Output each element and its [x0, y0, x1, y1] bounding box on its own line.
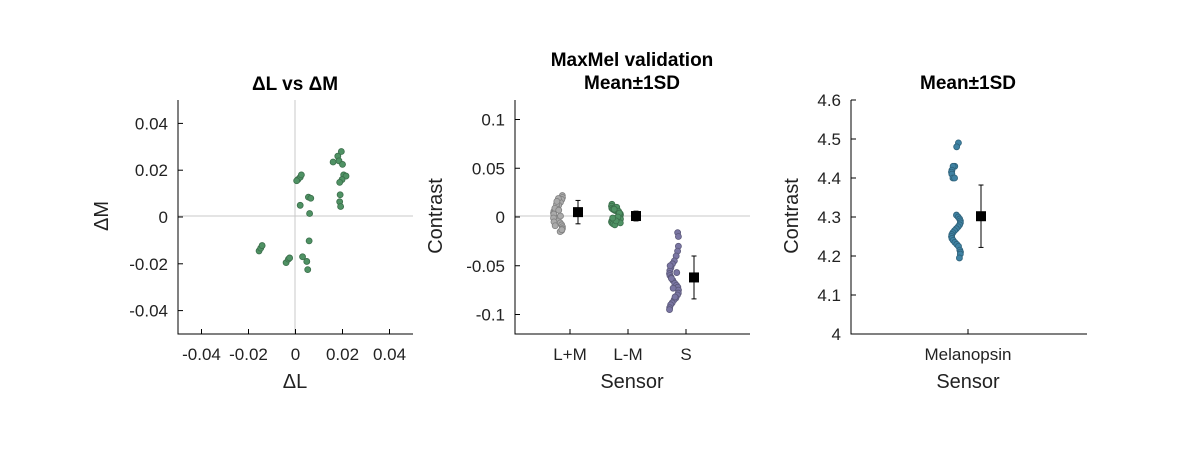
panel1-point: [337, 203, 345, 210]
panel1-point: [336, 191, 344, 199]
panel1-x-tick-label: 0.04: [373, 345, 406, 364]
panel2-x-ticks: L+M L-M S: [553, 329, 692, 364]
panel2-mean-sd: [573, 199, 699, 300]
panel1-point: [299, 253, 306, 261]
panel2-y-label: Contrast: [425, 178, 447, 254]
panel2-point: [555, 206, 563, 214]
panel1-point: [286, 254, 294, 262]
panel3-point: [956, 254, 963, 262]
panel2-y-tick-label: 4.4: [817, 169, 841, 188]
panel1-x-tick-label: 0: [291, 345, 300, 364]
panel1-point: [304, 266, 312, 274]
panel2-y-ticks: -0.1 -0.05 0 0.05 0.1: [466, 111, 520, 325]
panel1-point: [307, 194, 315, 202]
panel3-x-tick-label: Melanopsin: [925, 345, 1012, 364]
panel0-y-tick-label: -0.04: [129, 302, 168, 321]
panel1-x-tick-label: -0.04: [182, 345, 221, 364]
panel2-point: [668, 275, 675, 282]
panel1-point: [339, 160, 346, 168]
panel3-x-label: Sensor: [936, 371, 1000, 393]
panel1-x-label: ΔL: [283, 371, 307, 393]
panel1-point: [258, 242, 266, 249]
panel2-lm-mean-marker: [573, 207, 583, 218]
panel2-point: [666, 262, 674, 270]
panel2-y-tick-label: 4.6: [817, 91, 841, 110]
panel1-point: [306, 210, 314, 217]
panel1-y-tick-label: -0.05: [466, 257, 505, 276]
panel3-x-ticks: Melanopsin: [925, 329, 1012, 364]
panel1-points: [255, 148, 350, 274]
panel2-point: [610, 205, 618, 213]
panel2-point: [671, 293, 679, 301]
panel1-point: [297, 171, 305, 179]
panel2-point: [666, 306, 673, 314]
panel2-lm-mean-marker: [631, 211, 641, 222]
panel1-y-tick-label: 0.1: [481, 111, 505, 130]
panel3-point: [953, 143, 961, 151]
panel2-point: [557, 212, 564, 220]
panel1-point: [303, 258, 311, 265]
panel-maxmel-validation: MaxMel validation Mean±1SD L+M L-M S -0.1-…: [425, 50, 750, 393]
panel2-title: MaxMel validation: [551, 50, 714, 71]
panel1-y-label: ΔM: [91, 201, 113, 231]
panel0-y-tick-label: 0: [159, 208, 168, 227]
panel2-point: [553, 197, 561, 205]
panel2-s-mean-marker: [689, 272, 699, 283]
panel2-point: [675, 233, 682, 240]
panel2-y-tick-label: 4: [832, 325, 841, 344]
panel3-point: [951, 174, 958, 182]
panel2-points: [550, 192, 682, 314]
panel3-axes: [850, 100, 1087, 335]
panel1-y-ticks: -0.04 -0.02 0 0.02 0.04: [129, 114, 183, 321]
panel3-mean-sd: [976, 184, 986, 248]
panel2-y-tick-label: 4.3: [817, 208, 841, 227]
panel0-y-tick-label: -0.02: [129, 255, 168, 274]
panel1-y-tick-label: 0: [496, 208, 505, 227]
panel2-point: [609, 214, 617, 222]
panel2-x-tick-label: L+M: [553, 345, 587, 364]
panel1-x-ticks: -0.04 -0.02 0 0.02 0.04: [182, 329, 406, 364]
panel2-y-tick-label: 4.1: [817, 286, 841, 305]
panel1-y-tick-label: -0.1: [476, 306, 505, 325]
panel1-point: [329, 158, 337, 166]
panel1-x-tick-label: -0.02: [229, 345, 268, 364]
panel1-point: [296, 201, 304, 209]
panel0-y-tick-label: 0.02: [135, 161, 168, 180]
panel2-y-tick-label: 4.2: [817, 247, 841, 266]
panel2-x-label: Sensor: [600, 371, 664, 393]
panel3-title: Mean±1SD: [920, 73, 1016, 94]
panel2-point: [551, 222, 559, 230]
panel3-points: [948, 139, 964, 262]
panel3-y-ticks: 4 4.1 4.2 4.3 4.4 4.5 4.6: [817, 91, 856, 344]
panel1-x-tick-label: 0.02: [326, 345, 359, 364]
panel-dl-vs-dm: ΔL vs ΔM -0.04 -0.02 0 0.02 0.04 -0.04 -0.02 0…: [91, 74, 413, 393]
panel2-y-tick-label: 4.5: [817, 130, 841, 149]
panel2-point: [558, 226, 566, 234]
panel2-axes: [514, 100, 750, 335]
panel3-melanopsin-mean-marker: [976, 211, 986, 222]
panel2-x-tick-label: L-M: [613, 345, 642, 364]
panel2-x-tick-label: S: [680, 345, 691, 364]
panel1-point: [305, 237, 313, 245]
panel1-point: [293, 177, 301, 185]
panel1-point: [336, 178, 344, 186]
panel2-point: [669, 284, 677, 292]
panel1-axes: [177, 100, 413, 335]
panel1-point: [337, 148, 345, 155]
panel2-subtitle: Mean±1SD: [584, 73, 680, 94]
panel1-y-tick-label: 0.05: [472, 159, 505, 178]
panel3-y-label: Contrast: [781, 178, 803, 254]
panel0-y-tick-label: 0.04: [135, 114, 168, 133]
panel-melanopsin: Mean±1SD Melanopsin 44.14.24.34.44.54.6 …: [781, 73, 1087, 393]
panel1-title: ΔL vs ΔM: [252, 74, 338, 95]
panel2-point: [673, 269, 681, 276]
